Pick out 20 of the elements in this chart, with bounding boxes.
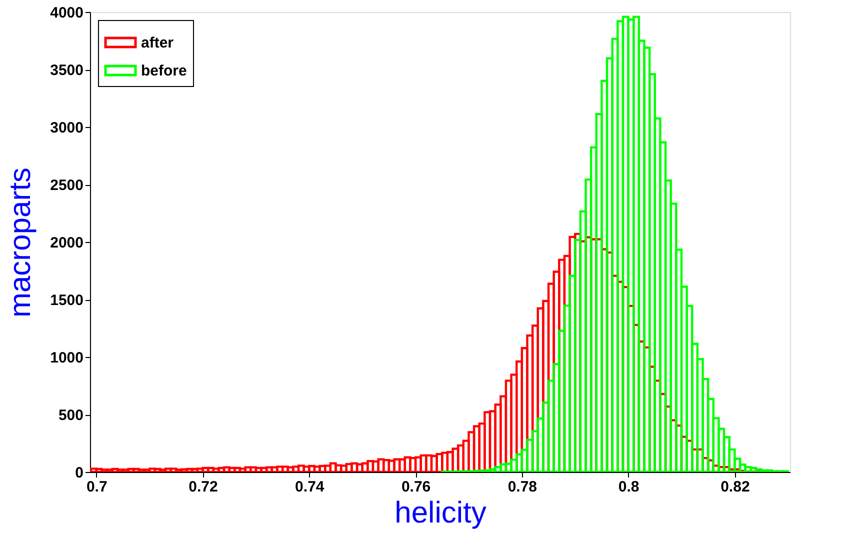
legend-label: before xyxy=(141,62,187,80)
x-tick-label: 0.82 xyxy=(720,478,750,496)
x-tick-label: 0.76 xyxy=(401,478,431,496)
y-tick-label: 2500 xyxy=(50,177,84,194)
y-tick-label: 3000 xyxy=(50,120,84,136)
y-tick-label: 3500 xyxy=(50,62,84,79)
y-tick-label: 4000 xyxy=(50,4,84,22)
y-tick-label: 0 xyxy=(75,464,84,482)
y-tick-label: 1000 xyxy=(50,350,84,366)
x-tick-label: 0.72 xyxy=(188,478,218,496)
x-tick-label: 0.7 xyxy=(86,478,108,496)
x-tick-label: 0.8 xyxy=(618,478,640,496)
legend-label: after xyxy=(141,34,174,52)
x-axis-title: helicity xyxy=(394,496,486,530)
x-tick-label: 0.78 xyxy=(508,478,538,496)
y-tick-label: 2000 xyxy=(50,234,84,252)
x-tick-label: 0.74 xyxy=(295,478,325,496)
y-tick-label: 500 xyxy=(58,407,84,424)
y-tick-label: 1500 xyxy=(50,292,84,309)
y-axis-title: macroparts xyxy=(4,167,38,318)
